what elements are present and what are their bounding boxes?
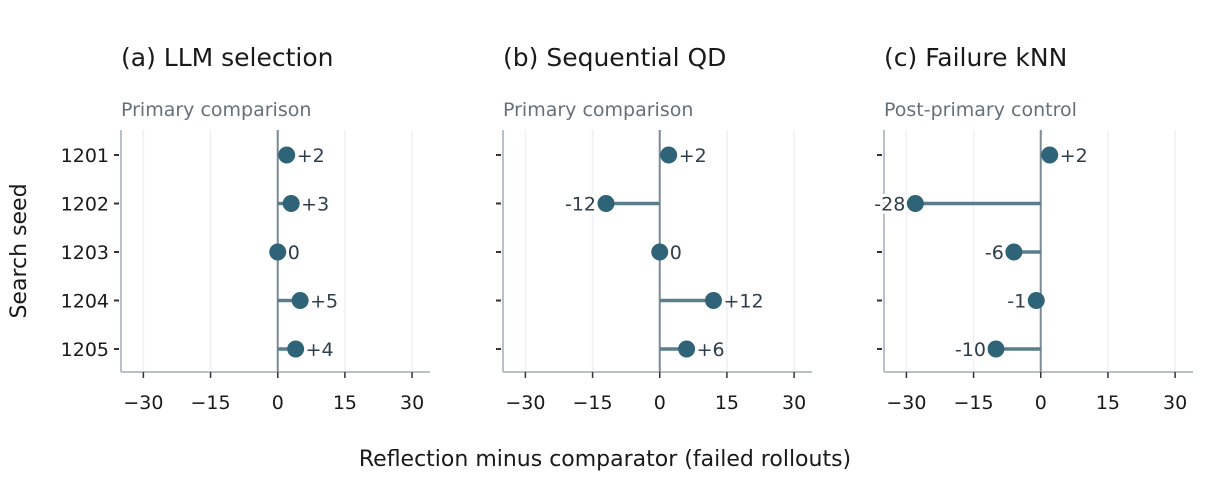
data-point bbox=[1041, 146, 1059, 164]
data-label: -28 bbox=[874, 194, 905, 216]
data-label: +5 bbox=[310, 291, 338, 313]
x-tick-label: −30 bbox=[505, 392, 545, 414]
panel-title: (a) LLM selection bbox=[121, 43, 334, 72]
x-tick-label: −15 bbox=[954, 392, 994, 414]
y-tick-label: 1202 bbox=[61, 194, 109, 216]
panel-title: (c) Failure kNN bbox=[884, 43, 1067, 72]
data-point bbox=[1027, 292, 1045, 309]
data-point bbox=[278, 146, 296, 164]
data-point bbox=[678, 340, 696, 358]
data-label: +2 bbox=[679, 145, 707, 167]
data-point bbox=[987, 340, 1005, 358]
x-tick-label: 0 bbox=[272, 392, 284, 414]
y-tick-label: 1204 bbox=[61, 291, 109, 313]
data-label: +3 bbox=[301, 194, 329, 216]
data-label: +12 bbox=[723, 291, 763, 313]
data-label: -12 bbox=[565, 194, 596, 216]
data-label: -6 bbox=[985, 242, 1004, 264]
x-tick-label: 15 bbox=[333, 392, 357, 414]
x-tick-label: 15 bbox=[715, 392, 739, 414]
x-tick-label: 15 bbox=[1096, 392, 1120, 414]
x-tick-label: 30 bbox=[1163, 392, 1187, 414]
panel-subtitle: Primary comparison bbox=[121, 99, 311, 121]
data-point bbox=[651, 243, 669, 261]
data-point bbox=[287, 340, 305, 358]
panel-title: (b) Sequential QD bbox=[503, 43, 726, 72]
data-point bbox=[269, 243, 287, 261]
data-point bbox=[282, 195, 300, 212]
x-tick-label: −15 bbox=[573, 392, 613, 414]
panel-subtitle: Post-primary control bbox=[884, 99, 1077, 121]
x-tick-label: 30 bbox=[782, 392, 806, 414]
x-tick-label: −15 bbox=[191, 392, 231, 414]
data-label: +6 bbox=[697, 339, 725, 361]
x-tick-label: −30 bbox=[123, 392, 163, 414]
data-point bbox=[704, 292, 722, 309]
y-tick-label: 1203 bbox=[61, 242, 109, 264]
data-point bbox=[291, 292, 309, 309]
data-label: -1 bbox=[1007, 291, 1026, 313]
panel-1: (a) LLM selection Primary comparison −30 −1… bbox=[61, 43, 430, 414]
panel-2: (b) Sequential QD Primary comparison −30 −1… bbox=[496, 43, 812, 414]
data-point bbox=[660, 146, 678, 164]
data-point bbox=[1005, 243, 1023, 261]
panels: (a) LLM selection Primary comparison −30 −1… bbox=[61, 43, 1193, 414]
y-axis-label: Search seed bbox=[7, 183, 32, 318]
data-label: 0 bbox=[670, 242, 682, 264]
data-label: +2 bbox=[297, 145, 325, 167]
data-label: +2 bbox=[1060, 145, 1088, 167]
x-tick-label: 30 bbox=[400, 392, 424, 414]
x-tick-label: −30 bbox=[886, 392, 926, 414]
data-point bbox=[597, 195, 615, 212]
data-label: -10 bbox=[955, 339, 986, 361]
data-point bbox=[906, 195, 924, 212]
y-tick-label: 1205 bbox=[61, 339, 109, 361]
x-axis-label: Reflection minus comparator (failed roll… bbox=[359, 447, 851, 472]
x-tick-label: 0 bbox=[654, 392, 666, 414]
x-tick-label: 0 bbox=[1035, 392, 1047, 414]
data-label: +4 bbox=[306, 339, 334, 361]
data-label: 0 bbox=[288, 242, 300, 264]
panel-3: (c) Failure kNN Post-primary control −30 −1… bbox=[871, 43, 1193, 414]
y-tick-label: 1201 bbox=[61, 145, 109, 167]
panel-subtitle: Primary comparison bbox=[503, 99, 693, 121]
